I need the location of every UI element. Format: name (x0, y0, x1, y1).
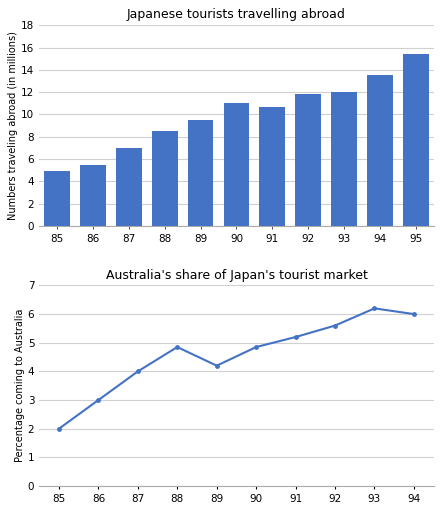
Bar (295, 94, 321, 226)
Y-axis label: Percentage coming to Australia: Percentage coming to Australia (15, 309, 25, 462)
Bar (80, 164, 106, 226)
Title: Japanese tourists travelling abroad: Japanese tourists travelling abroad (127, 8, 346, 22)
Bar (44, 171, 70, 226)
Y-axis label: Numbers traveling abroad (in millions): Numbers traveling abroad (in millions) (8, 31, 18, 220)
Bar (224, 103, 249, 226)
Bar (116, 148, 142, 226)
Bar (331, 92, 357, 226)
Bar (188, 120, 213, 226)
Bar (152, 131, 178, 226)
Bar (403, 54, 429, 226)
Bar (367, 75, 393, 226)
Bar (259, 106, 285, 226)
Title: Australia's share of Japan's tourist market: Australia's share of Japan's tourist mar… (106, 268, 367, 282)
